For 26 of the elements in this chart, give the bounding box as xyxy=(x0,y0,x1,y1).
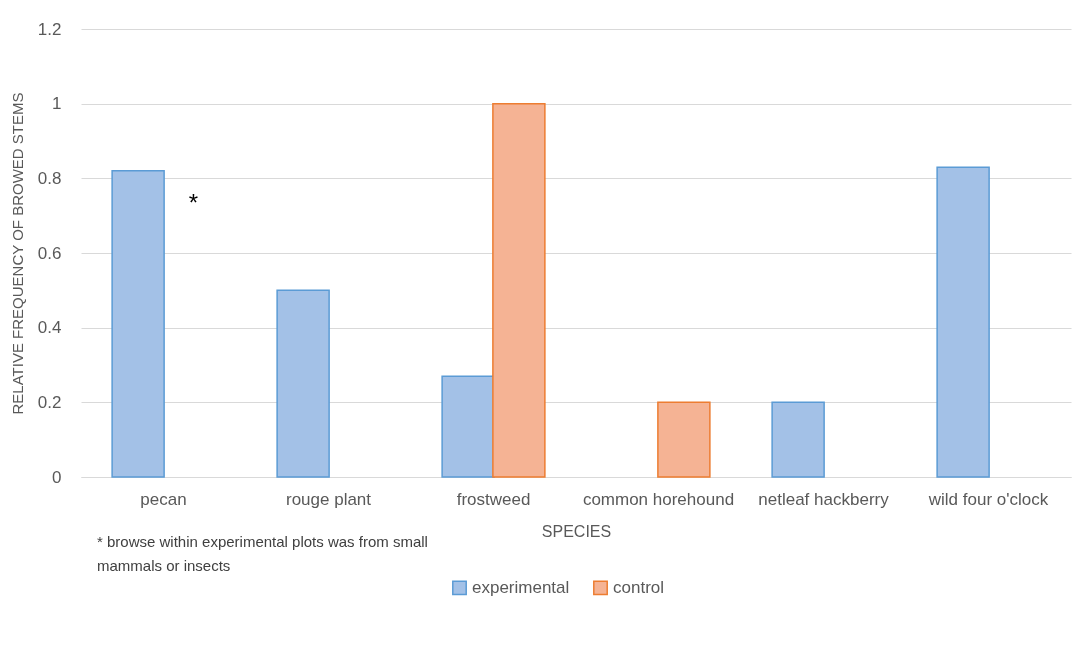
y-axis-title: RELATIVE FREQUENCY OF BROWED STEMS xyxy=(8,92,26,415)
legend-label: control xyxy=(613,577,665,597)
x-tick-label: rouge plant xyxy=(285,489,372,509)
y-tick-label: 0.6 xyxy=(37,243,62,263)
x-tick-label: common horehound xyxy=(582,489,735,509)
y-tick-label: 0 xyxy=(52,467,62,487)
bar xyxy=(441,375,495,478)
x-tick-label: wild four o'clock xyxy=(927,489,1049,509)
bar xyxy=(492,102,546,478)
legend-label: experimental xyxy=(472,577,570,597)
y-tick-label: 0.4 xyxy=(37,318,62,338)
x-tick-label: pecan xyxy=(140,489,187,509)
bar xyxy=(657,401,711,478)
y-tick-label: 0.8 xyxy=(37,168,62,188)
annotation: * xyxy=(188,189,199,217)
bar xyxy=(276,289,330,478)
bar xyxy=(936,166,990,478)
bar xyxy=(111,170,165,478)
text: * browse within experimental plots was from small mammals or insects xyxy=(97,532,429,576)
y-tick-label: 1 xyxy=(52,94,62,114)
bar xyxy=(771,401,825,478)
y-tick-label: 1.2 xyxy=(37,19,62,39)
x-tick-label: frostweed xyxy=(456,489,531,509)
x-axis-title: SPECIES xyxy=(541,522,612,540)
x-tick-label: netleaf hackberry xyxy=(758,489,890,509)
y-tick-label: 0.2 xyxy=(37,392,62,412)
